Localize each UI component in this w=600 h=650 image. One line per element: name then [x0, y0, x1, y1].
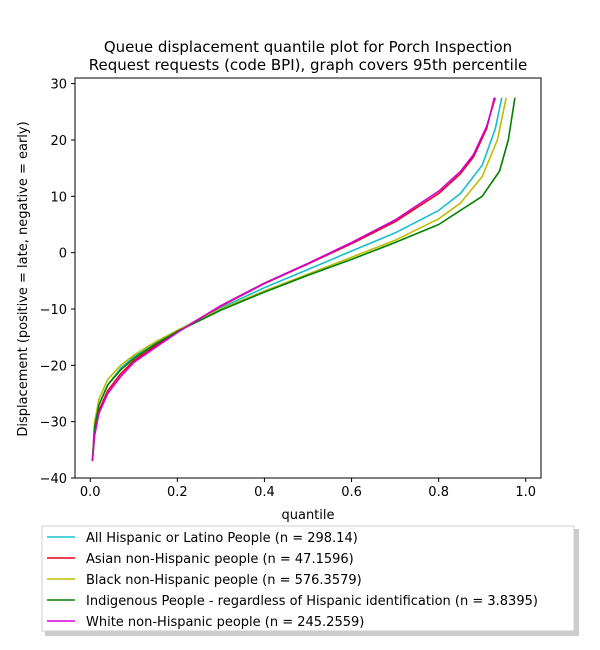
series-line-3	[91, 97, 516, 462]
series-line-4	[91, 97, 497, 462]
x-tick-label-0: 0.0	[80, 485, 101, 500]
y-tick-label-6: 20	[50, 134, 67, 149]
legend-label-3: Indigenous People - regardless of Hispan…	[86, 594, 538, 609]
y-tick-label-5: 10	[50, 190, 67, 205]
plot-area: 0.0 0.2 0.4 0.6 0.8 1.0 −40 −30 −20 −10 0 10 20 30	[40, 77, 542, 500]
x-tick-label-3: 0.6	[341, 485, 362, 500]
y-tick-label-3: −10	[40, 303, 67, 318]
legend-label-1: Asian non-Hispanic people (n = 47.1596)	[86, 552, 354, 567]
x-tick-label-4: 0.8	[428, 485, 449, 500]
x-tick-label-2: 0.4	[254, 485, 275, 500]
y-tick-label-0: −40	[40, 472, 67, 487]
axes-frame	[74, 77, 542, 479]
chart-title-line-2: Request requests (code BPI), graph cover…	[89, 56, 527, 74]
series-line-2	[91, 97, 507, 462]
y-tick-label-4: 0	[59, 247, 67, 262]
x-tick-label-1: 0.2	[167, 485, 188, 500]
legend-frame	[41, 525, 575, 632]
y-tick-label-7: 30	[50, 78, 67, 93]
x-axis-label: quantile	[281, 508, 334, 523]
x-tick-label-5: 1.0	[515, 485, 536, 500]
legend-label-0: All Hispanic or Latino People (n = 298.1…	[86, 531, 358, 546]
chart-title-line-1: Queue displacement quantile plot for Por…	[104, 38, 512, 56]
legend-label-4: White non-Hispanic people (n = 245.2559)	[86, 615, 364, 630]
legend-label-2: Black non-Hispanic people (n = 576.3579)	[86, 573, 362, 588]
y-tick-label-2: −20	[40, 359, 67, 374]
y-axis-label: Displacement (positive = late, negative …	[16, 121, 31, 436]
legend: All Hispanic or Latino People (n = 298.1…	[41, 525, 579, 636]
y-tick-label-1: −30	[40, 416, 67, 431]
